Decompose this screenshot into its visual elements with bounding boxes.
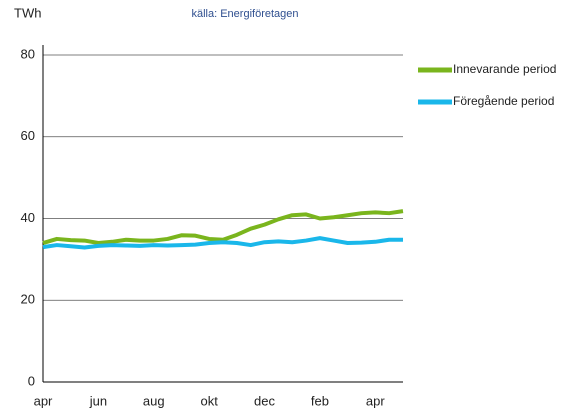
y-tick-label: 80 [21,46,35,61]
x-tick-label: feb [311,393,329,408]
x-tick-label: apr [34,393,53,408]
legend-label: Föregående period [453,94,554,108]
y-tick-label: 40 [21,210,35,225]
data-line [42,236,403,250]
data-line [42,209,404,246]
x-tick-label: aug [143,393,165,408]
legend-label: Innevarande period [453,62,556,76]
y-tick-label: 0 [28,373,35,388]
y-tick-label: 60 [21,128,35,143]
x-tick-label: dec [254,393,275,408]
x-tick-label: okt [200,393,218,408]
x-tick-label: jun [89,393,107,408]
y-axis-label: TWh [14,5,41,20]
y-tick-label: 20 [21,292,35,307]
chart-subtitle: källa: Energiföretagen [191,8,298,20]
x-tick-label: apr [366,393,385,408]
